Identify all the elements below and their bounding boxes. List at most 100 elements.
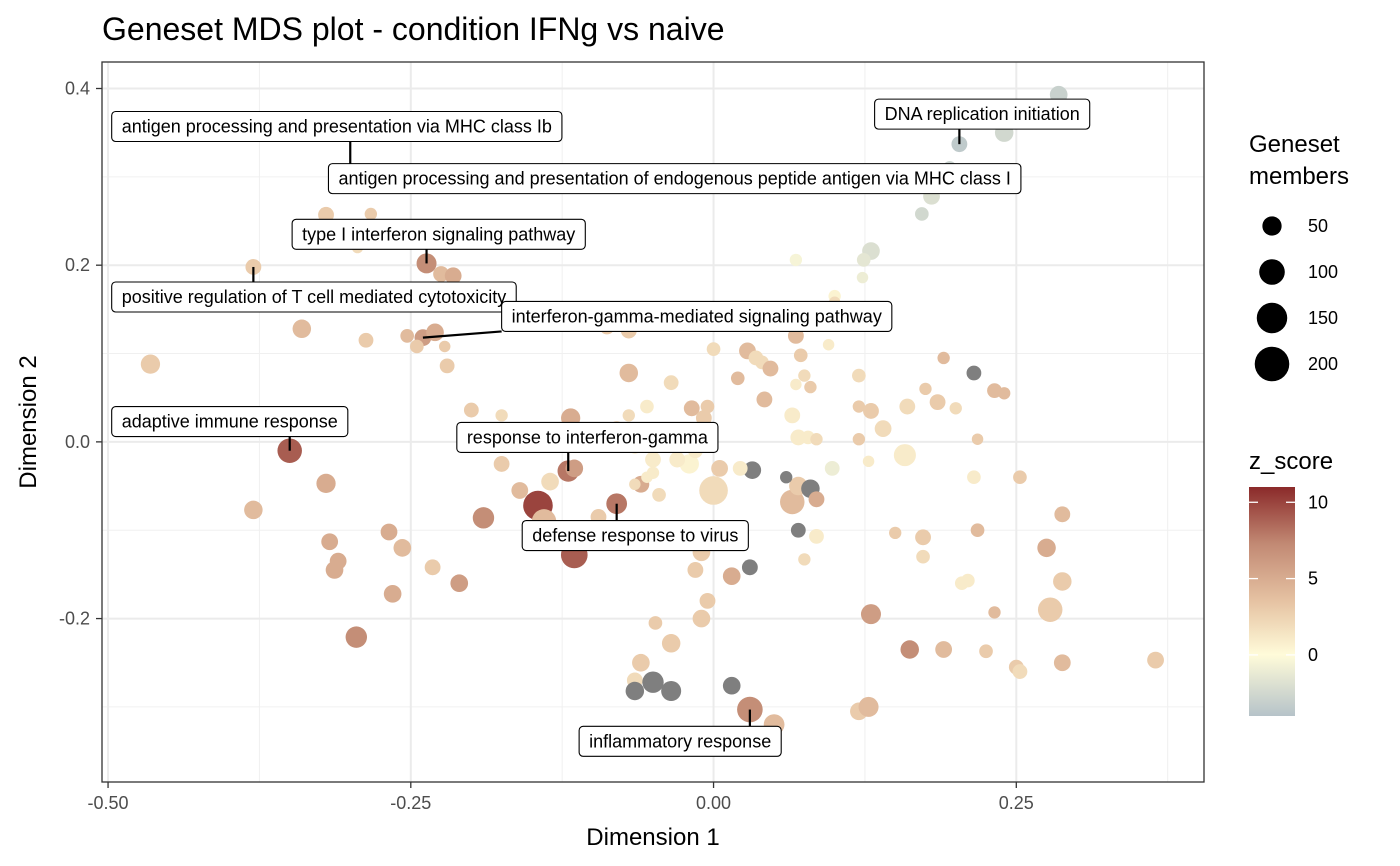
size-legend-title-line2: members bbox=[1249, 163, 1349, 190]
scatter-point bbox=[874, 420, 892, 438]
scatter-point bbox=[822, 338, 835, 351]
scatter-point bbox=[756, 391, 773, 408]
scatter-point bbox=[424, 559, 441, 576]
size-legend-key bbox=[1256, 302, 1288, 334]
annotation: defense response to virus bbox=[521, 503, 749, 552]
scatter-point bbox=[1037, 538, 1056, 558]
scatter-point bbox=[915, 529, 931, 546]
annotation-label: antigen processing and presentation via … bbox=[122, 116, 552, 136]
plot-panel: DNA replication initiation antigen proces… bbox=[101, 61, 1205, 783]
scatter-point bbox=[998, 387, 1011, 400]
scatter-point bbox=[711, 459, 728, 477]
scatter-point bbox=[893, 444, 916, 467]
scatter-point bbox=[400, 329, 414, 343]
scatter-point bbox=[856, 253, 871, 267]
scatter-point bbox=[722, 676, 741, 695]
size-legend-title-line1: Geneset bbox=[1249, 131, 1340, 158]
scatter-point bbox=[780, 489, 805, 515]
annotation: response to interferon-gamma bbox=[456, 421, 719, 472]
scatter-point bbox=[810, 433, 823, 446]
chart-title: Geneset MDS plot - condition IFNg vs nai… bbox=[102, 11, 725, 47]
scatter-point bbox=[661, 634, 681, 653]
scatter-point bbox=[967, 470, 981, 485]
size-legend-label: 200 bbox=[1308, 354, 1338, 374]
size-legend-items: 50 100 150 200 bbox=[1254, 216, 1338, 382]
colorbar-tick-label: 0 bbox=[1308, 645, 1318, 665]
annotation: positive regulation of T cell mediated c… bbox=[111, 266, 517, 313]
scatter-point bbox=[1037, 597, 1063, 622]
y-axis: -0.2 0.0 0.2 0.4 bbox=[59, 79, 102, 629]
x-tick-label: -0.25 bbox=[390, 793, 431, 813]
x-axis-title: Dimension 1 bbox=[586, 824, 719, 851]
annotation-box bbox=[111, 406, 349, 438]
scatter-point bbox=[804, 380, 817, 394]
size-legend-label: 100 bbox=[1308, 262, 1338, 282]
colorbar bbox=[1249, 487, 1295, 716]
scatter-point bbox=[1054, 506, 1071, 523]
scatter-point bbox=[652, 488, 666, 502]
scatter-point bbox=[541, 472, 559, 491]
scatter-point bbox=[784, 407, 801, 424]
scatter-point bbox=[706, 342, 721, 356]
scatter-point bbox=[393, 539, 412, 557]
scatter-point bbox=[345, 626, 368, 648]
scatter-point bbox=[380, 523, 398, 541]
y-axis-title: Dimension 2 bbox=[15, 355, 42, 488]
annotation: type I interferon signaling pathway bbox=[291, 218, 586, 264]
scatter-point bbox=[444, 267, 462, 285]
scatter-point bbox=[824, 460, 840, 476]
size-legend-label: 150 bbox=[1308, 308, 1338, 328]
scatter-point bbox=[383, 584, 402, 603]
x-axis: -0.50 -0.25 0.00 0.25 bbox=[88, 782, 1034, 813]
scatter-point bbox=[410, 339, 424, 354]
scatter-point bbox=[863, 403, 879, 419]
annotations-layer: DNA replication initiation antigen proces… bbox=[111, 98, 1091, 757]
annotation-label: defense response to virus bbox=[532, 526, 738, 546]
scatter-point bbox=[645, 451, 661, 468]
scatter-point bbox=[619, 363, 639, 383]
scatter-point bbox=[858, 696, 879, 717]
annotation-label: response to interferon-gamma bbox=[467, 427, 709, 447]
scatter-point bbox=[439, 358, 455, 374]
scatter-point bbox=[321, 533, 339, 551]
annotation-label: DNA replication initiation bbox=[885, 104, 1080, 124]
size-legend-key bbox=[1262, 216, 1282, 236]
scatter-point bbox=[463, 402, 479, 418]
scatter-point bbox=[860, 604, 881, 625]
scatter-point bbox=[808, 491, 825, 508]
scatter-point bbox=[565, 459, 584, 478]
scatter-point bbox=[640, 399, 654, 414]
scatter-point bbox=[450, 574, 469, 593]
scatter-point bbox=[622, 409, 635, 422]
size-legend-key bbox=[1259, 259, 1285, 285]
scatter-point bbox=[722, 567, 741, 585]
scatter-point bbox=[433, 266, 449, 282]
colorbar-tick-label: 10 bbox=[1308, 492, 1328, 512]
scatter-point bbox=[325, 561, 344, 579]
annotation: antigen processing and presentation via … bbox=[111, 110, 563, 173]
scatter-point bbox=[937, 351, 950, 365]
scatter-point bbox=[1053, 654, 1071, 672]
scatter-point bbox=[364, 207, 378, 221]
annotation: inflammatory response bbox=[578, 709, 782, 757]
scatter-point bbox=[1013, 470, 1027, 485]
scatter-point bbox=[935, 641, 953, 658]
scatter-point bbox=[961, 573, 975, 588]
scatter-point bbox=[700, 399, 715, 414]
annotation-box bbox=[521, 519, 749, 552]
scatter-point bbox=[852, 368, 866, 383]
scatter-point bbox=[793, 348, 808, 363]
scatter-point bbox=[292, 319, 312, 339]
annotation-box bbox=[578, 725, 782, 757]
y-tick-label: -0.2 bbox=[59, 609, 90, 629]
scatter-point bbox=[699, 592, 716, 609]
scatter-point bbox=[663, 375, 679, 391]
scatter-point bbox=[140, 354, 161, 374]
scatter-point bbox=[789, 253, 803, 267]
annotation-label: interferon-gamma-mediated signaling path… bbox=[512, 306, 882, 326]
scatter-point bbox=[472, 507, 495, 529]
annotation-label: adaptive immune response bbox=[122, 412, 338, 432]
scatter-point bbox=[358, 332, 374, 348]
x-tick-label: 0.25 bbox=[999, 793, 1034, 813]
